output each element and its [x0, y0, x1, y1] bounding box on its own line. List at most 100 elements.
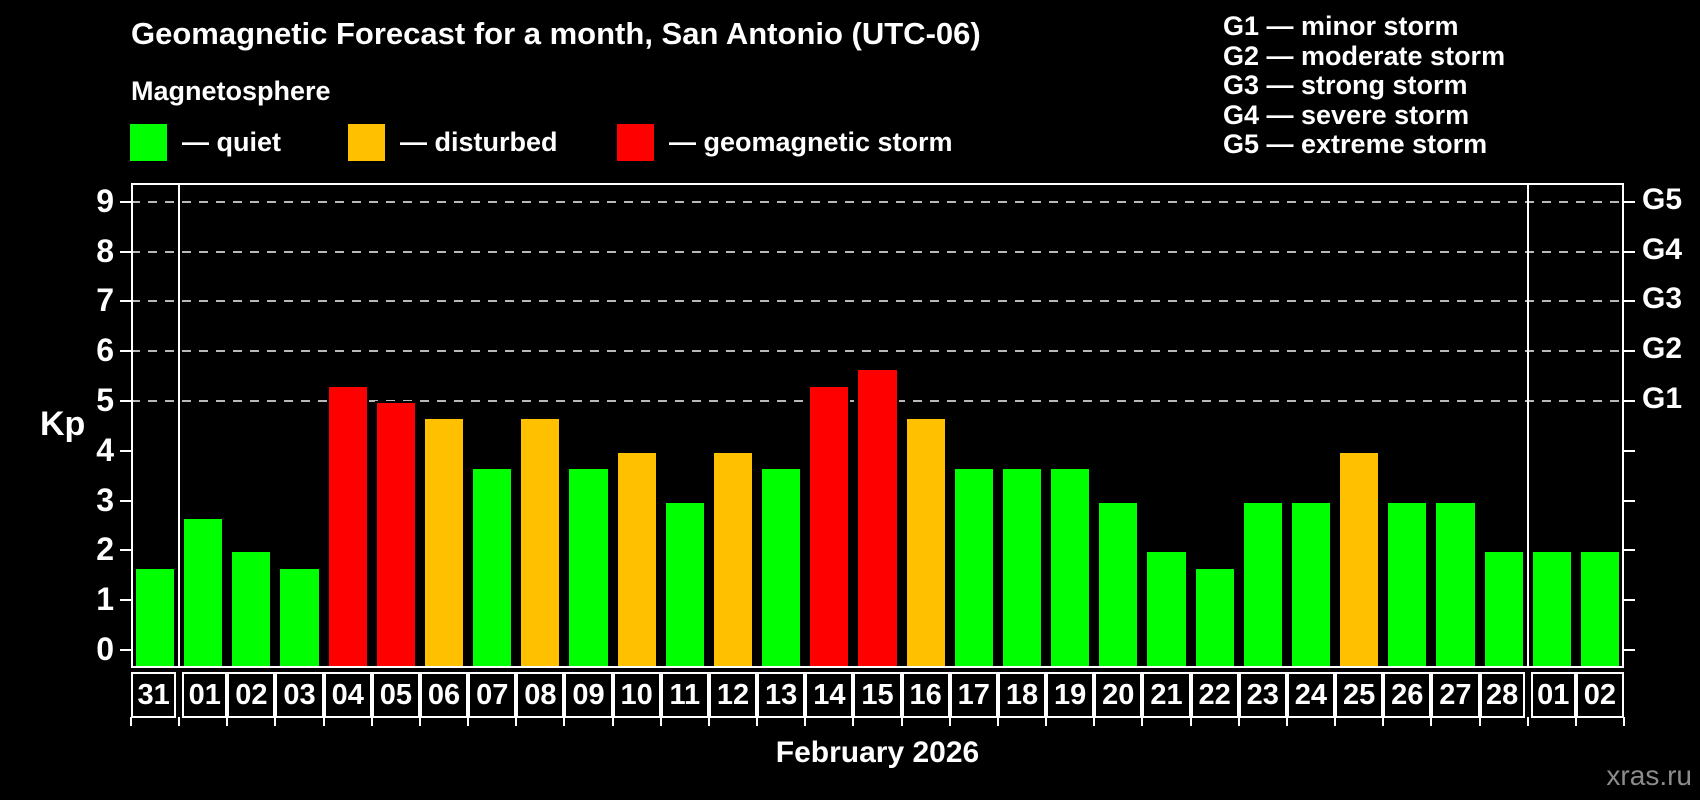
legend-item-quiet: — quiet [130, 124, 281, 161]
bar-day-14 [808, 384, 851, 668]
g-axis-label-g4: G4 [1642, 232, 1683, 266]
day-label-cell: 12 [708, 672, 758, 718]
day-label-cell: 04 [323, 672, 372, 718]
x-tick [178, 717, 181, 726]
disturbed-color-swatch [348, 124, 385, 161]
y-tick-label: 7 [96, 282, 114, 319]
y-tick-left [120, 200, 131, 203]
magnetosphere-label: Magnetosphere [131, 76, 331, 106]
g-legend-line-g2: G2 — moderate storm [1223, 40, 1506, 71]
x-tick [130, 717, 132, 726]
day-label-cell: 03 [275, 672, 324, 718]
day-label-cell: 16 [901, 672, 950, 718]
g-legend-line-g5: G5 — extreme storm [1223, 129, 1488, 160]
bar-day-31 [134, 566, 177, 668]
y-tick-left [120, 400, 131, 402]
bar-day-18 [1000, 467, 1044, 668]
x-tick [1574, 717, 1577, 726]
day-label-cell: 23 [1238, 672, 1287, 718]
bar-day-06 [422, 417, 466, 668]
x-tick [1382, 717, 1385, 726]
day-label-cell: 08 [516, 672, 565, 718]
chart-title: Geomagnetic Forecast for a month, San An… [131, 16, 981, 51]
y-tick-right [1624, 649, 1635, 651]
x-tick [322, 717, 325, 726]
x-tick [756, 717, 759, 726]
x-tick [1430, 717, 1433, 726]
bar-day-04 [326, 384, 369, 668]
bar-day-24 [1289, 500, 1333, 668]
y-tick-right [1624, 300, 1635, 303]
y-axis-title: Kp [40, 405, 86, 443]
day-label-cell: 27 [1431, 672, 1480, 718]
y-tick-left [120, 599, 131, 602]
bar-day-11 [663, 500, 706, 668]
y-tick-right [1624, 250, 1635, 253]
bar-day-01 [182, 517, 225, 668]
y-tick-label: 6 [96, 332, 114, 369]
x-tick [467, 717, 470, 726]
x-tick [852, 717, 855, 726]
legend-item-disturbed: — disturbed [348, 124, 558, 161]
bar-day-26 [1386, 500, 1429, 668]
y-tick-left [120, 300, 131, 303]
x-tick [804, 717, 807, 726]
bar-day-21 [1145, 550, 1188, 668]
bar-day-23 [1241, 500, 1284, 668]
x-tick [418, 717, 421, 726]
day-label-cell: 05 [371, 672, 420, 718]
day-label-cell: 10 [612, 672, 661, 718]
bar-day-07 [471, 467, 514, 668]
y-tick-left [120, 250, 131, 253]
day-label-cell: 09 [564, 672, 613, 718]
day-label-cell: 21 [1142, 672, 1191, 718]
day-label-cell: 02 [227, 672, 276, 718]
gridline-kp7 [131, 300, 1624, 303]
y-tick-right [1624, 200, 1635, 203]
g-axis-label-g1: G1 [1642, 382, 1683, 415]
y-tick-label: 4 [96, 431, 114, 468]
x-tick [1141, 717, 1144, 726]
g-legend-line-g4: G4 — severe storm [1223, 99, 1470, 130]
bar-day-12 [711, 450, 755, 668]
x-tick [1237, 717, 1240, 726]
bar-day-08 [519, 417, 562, 668]
x-tick [1478, 717, 1481, 726]
bar-day-27 [1434, 500, 1477, 668]
x-tick [1189, 717, 1192, 726]
day-label-cell: 31 [131, 672, 177, 718]
day-label-cell: 28 [1479, 672, 1525, 718]
y-tick-left [120, 549, 131, 552]
x-axis-title: February 2026 [775, 736, 980, 769]
y-tick-right [1624, 350, 1635, 353]
y-tick-label: 3 [96, 481, 114, 518]
g-axis-label-g5: G5 [1642, 182, 1683, 216]
x-tick [707, 717, 710, 726]
legend-label-disturbed: — disturbed [400, 127, 558, 157]
x-tick [1045, 717, 1048, 726]
legend-label-quiet: — quiet [182, 127, 281, 157]
bar-day-16 [904, 417, 947, 668]
bar-day-01 [1530, 550, 1573, 668]
bar-day-22 [1193, 566, 1236, 668]
bar-day-25 [1338, 450, 1381, 668]
day-label-cell: 22 [1190, 672, 1239, 718]
day-label-cell: 17 [949, 672, 998, 718]
day-label-cell: 07 [468, 672, 517, 718]
bar-day-02 [230, 550, 273, 668]
y-tick-left [120, 449, 131, 452]
month-separator [178, 183, 181, 668]
x-tick [948, 717, 951, 726]
day-label-cell: 11 [660, 672, 709, 718]
day-label-cell: 01 [1530, 672, 1576, 718]
g-legend-line-g3: G3 — strong storm [1223, 70, 1468, 101]
day-label-cell: 13 [757, 672, 806, 718]
x-tick [563, 717, 566, 726]
storm-color-swatch [617, 124, 654, 161]
y-tick-label: 5 [96, 382, 114, 418]
bar-day-02 [1578, 550, 1621, 668]
quiet-color-swatch [130, 124, 167, 161]
day-label-cell: 24 [1286, 672, 1336, 718]
x-tick [900, 717, 903, 726]
bar-day-15 [856, 367, 899, 668]
